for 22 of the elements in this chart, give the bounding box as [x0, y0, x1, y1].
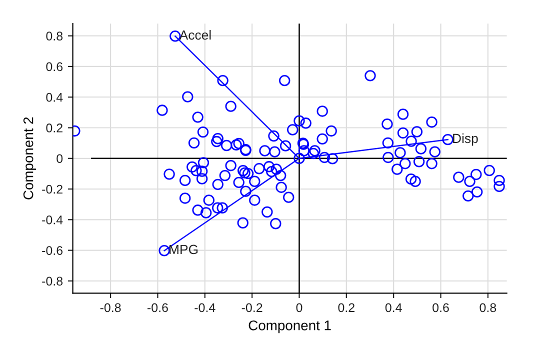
y-tick-label: 0.8 — [46, 32, 63, 40]
x-tick-label: 0.2 — [338, 303, 354, 312]
y-axis-title: Component 2 — [23, 117, 36, 200]
y-tick-label: 0 — [56, 154, 63, 164]
y-tick-label: -0.8 — [42, 276, 63, 286]
y-tick-label: 0.4 — [46, 92, 63, 102]
x-tick-label: 0.4 — [385, 303, 402, 312]
y-tick-label: -0.4 — [42, 215, 63, 224]
y-tick-label: 0.6 — [46, 62, 63, 72]
x-tick-label: -0.8 — [100, 303, 121, 312]
y-tick-label: 0.2 — [46, 124, 62, 132]
annotation: MPG — [170, 244, 198, 254]
x-tick-label: -0.4 — [194, 303, 216, 312]
x-tick-label: 0.6 — [432, 303, 449, 312]
y-tick-label: -0.2 — [42, 184, 62, 194]
annotation: Disp — [453, 133, 478, 146]
x-axis-title: Component 1 — [248, 320, 331, 334]
y-tick-label: -0.6 — [42, 246, 63, 255]
x-tick-label: 0.8 — [480, 303, 496, 312]
x-tick-label: -0.6 — [148, 303, 168, 312]
x-tick-label: -0.2 — [242, 303, 262, 312]
x-tick-label: 0 — [296, 303, 302, 312]
